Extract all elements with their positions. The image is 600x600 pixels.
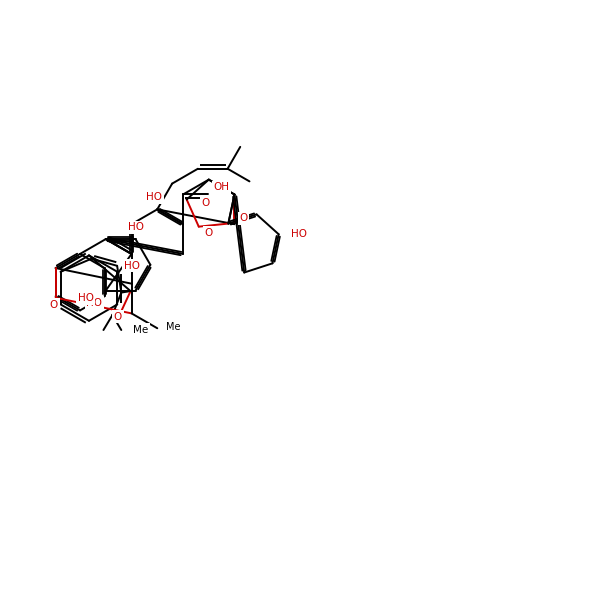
Text: Me: Me [133, 325, 148, 335]
Text: O: O [205, 227, 213, 238]
Text: O: O [114, 311, 122, 322]
Text: HO: HO [86, 298, 103, 308]
Text: O: O [50, 300, 58, 310]
Text: HO: HO [78, 293, 94, 303]
Text: O: O [201, 199, 209, 208]
Text: HO: HO [146, 193, 163, 202]
Text: OH: OH [213, 182, 229, 193]
Text: HO: HO [124, 261, 140, 271]
Text: HO: HO [290, 229, 307, 239]
Text: Me: Me [166, 322, 181, 332]
Text: HO: HO [128, 222, 143, 232]
Text: O: O [239, 213, 248, 223]
